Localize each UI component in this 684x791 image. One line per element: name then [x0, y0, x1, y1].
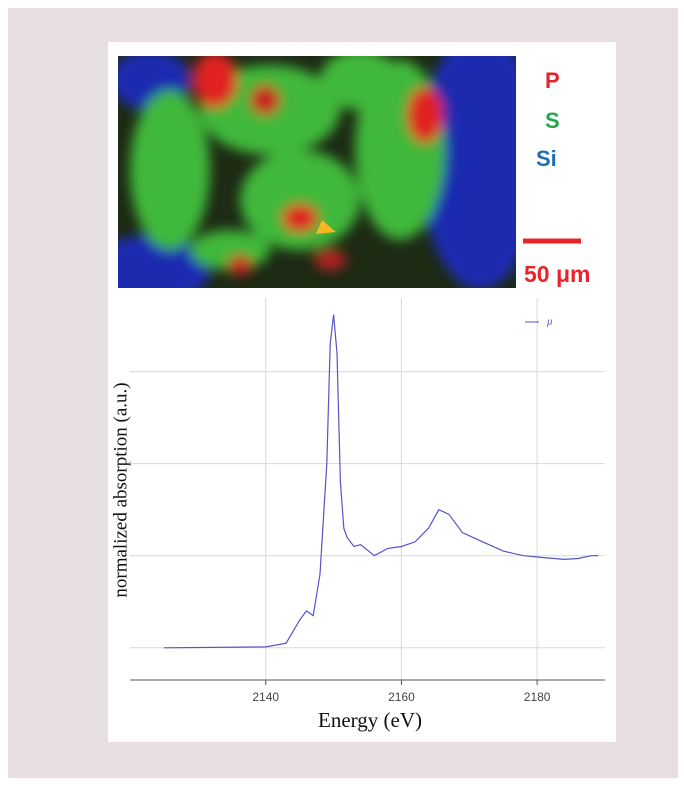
x-tick-label: 2140 [252, 690, 279, 704]
map-label: S [545, 108, 560, 133]
data-line [163, 314, 599, 649]
y-axis-label: normalized absorption (a.u.) [110, 382, 131, 597]
map-label: P [545, 68, 560, 93]
map-label: Si [536, 146, 557, 171]
x-tick-label: 2160 [388, 690, 415, 704]
scale-label: 50 μm [524, 261, 591, 287]
x-axis-label: Energy (eV) [318, 708, 422, 732]
micrograph [118, 56, 516, 288]
legend-label: μ [546, 316, 553, 328]
x-tick-label: 2180 [524, 690, 551, 704]
